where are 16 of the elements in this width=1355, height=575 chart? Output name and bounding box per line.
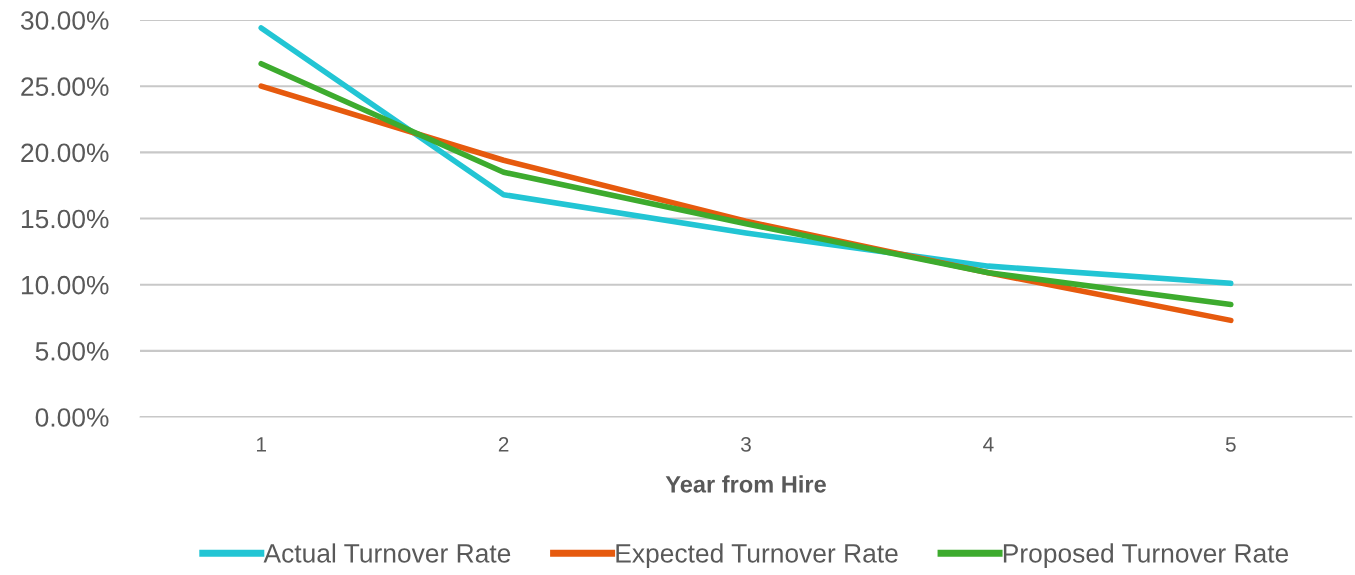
legend-label: Expected Turnover Rate — [616, 543, 898, 568]
legend-label: Proposed Turnover Rate — [1003, 543, 1289, 568]
y-tick-label: 5.00% — [35, 341, 109, 361]
y-tick-label: 25.00% — [21, 77, 109, 96]
x-tick-label: 5 — [1225, 437, 1236, 452]
x-tick-label: 4 — [983, 437, 994, 452]
x-tick-label: 2 — [498, 436, 509, 452]
y-tick-label: 20.00% — [21, 143, 109, 163]
x-tick-label: 3 — [741, 436, 751, 452]
x-axis-title: Year from Hire — [665, 475, 826, 493]
y-tick-label: 30.00% — [20, 11, 109, 30]
y-tick-label: 0.00% — [35, 408, 109, 427]
x-tick-label: 1 — [257, 437, 266, 452]
legend-label: Actual Turnover Rate — [263, 543, 511, 563]
y-tick-label: 10.00% — [21, 275, 109, 295]
y-tick-label: 15.00% — [21, 209, 109, 229]
